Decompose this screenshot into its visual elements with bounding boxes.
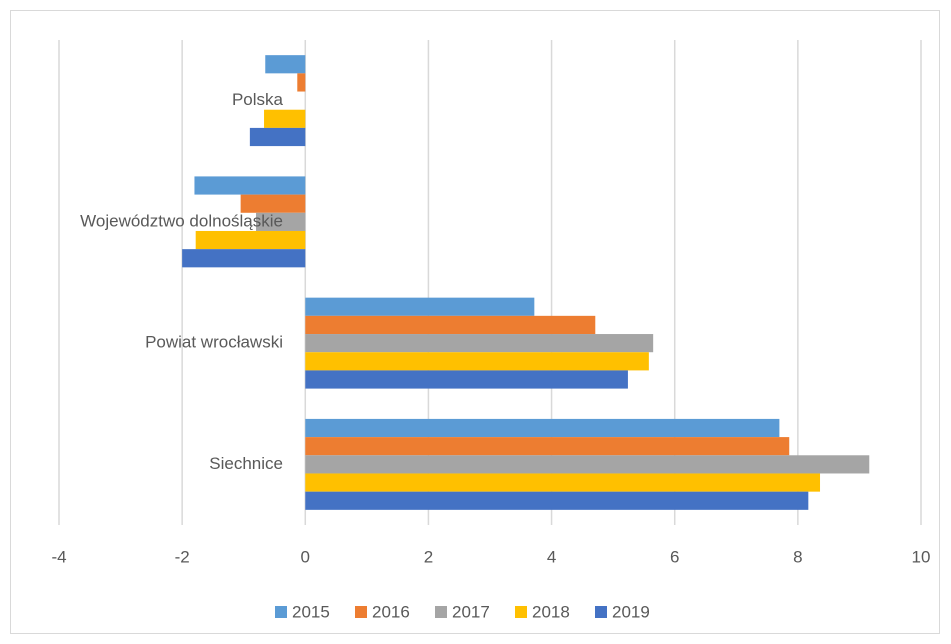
x-tick-label: 0 bbox=[301, 547, 310, 566]
legend-swatch bbox=[355, 606, 367, 618]
legend-swatch bbox=[275, 606, 287, 618]
category-label: Siechnice bbox=[209, 454, 283, 473]
bar bbox=[305, 334, 654, 353]
x-tick-label: -2 bbox=[175, 547, 190, 566]
x-tick-label: 2 bbox=[424, 547, 433, 566]
x-tick-label: -4 bbox=[51, 547, 66, 566]
x-tick-label: 8 bbox=[793, 547, 802, 566]
bar bbox=[305, 297, 535, 316]
legend-swatch bbox=[595, 606, 607, 618]
bar bbox=[305, 437, 790, 456]
bar bbox=[305, 315, 596, 335]
bar bbox=[240, 194, 306, 213]
legend-swatch bbox=[515, 606, 527, 618]
bar bbox=[195, 230, 306, 250]
legend-label: 2019 bbox=[612, 602, 650, 621]
legend-label: 2018 bbox=[532, 602, 570, 621]
legend-label: 2015 bbox=[292, 602, 330, 621]
x-tick-label: 10 bbox=[912, 547, 931, 566]
category-label: Polska bbox=[232, 90, 284, 109]
bar bbox=[182, 249, 306, 268]
bar bbox=[305, 352, 649, 371]
category-label: Powiat wrocławski bbox=[145, 333, 283, 352]
category-label: Województwo dolnośląskie bbox=[80, 211, 283, 230]
bar bbox=[305, 418, 780, 438]
x-tick-label: 6 bbox=[670, 547, 679, 566]
bar bbox=[297, 73, 306, 92]
bar bbox=[305, 370, 628, 389]
bar bbox=[305, 491, 809, 510]
bar bbox=[305, 473, 821, 492]
bar bbox=[305, 455, 870, 474]
bar bbox=[194, 176, 306, 195]
legend-label: 2017 bbox=[452, 602, 490, 621]
bar bbox=[256, 212, 306, 231]
bar bbox=[249, 127, 306, 147]
legend-swatch bbox=[435, 606, 447, 618]
bar bbox=[264, 109, 306, 128]
bar bbox=[265, 55, 306, 74]
x-tick-label: 4 bbox=[547, 547, 556, 566]
legend-label: 2016 bbox=[372, 602, 410, 621]
